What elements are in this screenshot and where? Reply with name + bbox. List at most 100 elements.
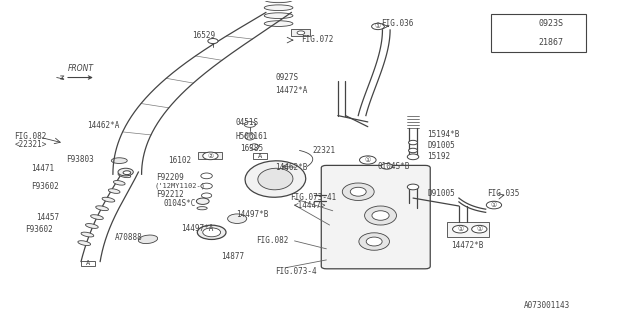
Text: F92209: F92209 [156,173,184,182]
Text: <22321>: <22321> [14,140,47,149]
Text: F93803: F93803 [67,155,94,164]
Ellipse shape [372,211,389,220]
Ellipse shape [102,197,115,202]
Ellipse shape [258,168,293,190]
Circle shape [360,156,376,164]
Circle shape [196,198,209,204]
Ellipse shape [244,122,255,127]
Ellipse shape [81,232,94,237]
Ellipse shape [366,237,382,246]
Ellipse shape [203,228,221,237]
Ellipse shape [359,233,390,250]
Bar [491,14,586,52]
Circle shape [486,201,502,209]
Text: ②: ② [207,153,214,159]
Text: F93602: F93602 [26,225,53,234]
Text: 14877: 14877 [221,252,244,261]
Ellipse shape [350,187,366,196]
Circle shape [495,38,513,47]
Circle shape [408,140,417,145]
Text: 15192: 15192 [427,152,450,161]
Text: 14462*B: 14462*B [275,163,308,172]
Circle shape [118,168,133,176]
Ellipse shape [250,144,259,149]
Ellipse shape [78,241,91,245]
Bar [81,260,95,266]
Ellipse shape [96,206,108,211]
Text: A: A [258,153,262,159]
Text: FIG.082: FIG.082 [14,132,47,141]
Circle shape [208,38,218,44]
Bar [447,221,489,237]
Ellipse shape [245,133,255,140]
Text: FIG.036: FIG.036 [381,19,413,28]
Text: 0451S: 0451S [236,118,259,127]
Text: 14462*A: 14462*A [88,121,120,130]
Ellipse shape [108,189,120,193]
Ellipse shape [342,183,374,200]
Text: FIG.072: FIG.072 [301,35,334,44]
Text: FIG.082: FIG.082 [256,236,289,245]
Circle shape [472,225,487,233]
Bar [198,152,222,159]
Ellipse shape [118,173,131,178]
Text: A70888: A70888 [115,233,143,242]
Text: H506161: H506161 [236,132,268,141]
Text: 16102: 16102 [168,156,191,165]
Text: F93602: F93602 [31,182,58,191]
Text: 14497*A: 14497*A [181,224,214,233]
Text: ①: ① [476,226,483,232]
Text: A: A [86,260,90,267]
Ellipse shape [264,21,293,27]
Circle shape [203,152,218,160]
Text: D91005: D91005 [427,189,455,198]
Ellipse shape [264,0,293,3]
Text: 1: 1 [501,19,506,28]
Text: 2: 2 [501,38,506,47]
Bar [291,29,310,36]
FancyBboxPatch shape [321,165,430,269]
Text: ①: ① [375,23,381,29]
Text: 14471: 14471 [31,164,54,173]
Text: 0923S: 0923S [539,19,564,28]
Circle shape [372,23,385,30]
Ellipse shape [201,183,212,189]
Text: 22321: 22321 [312,146,335,155]
Text: FRONT: FRONT [68,64,94,73]
Ellipse shape [264,13,293,19]
Text: 14457: 14457 [36,212,60,222]
Text: F92212: F92212 [156,190,184,199]
Text: 16385: 16385 [241,144,264,153]
Text: ①: ① [365,157,371,163]
Text: 14472*B: 14472*B [451,241,483,250]
Text: 14472*A: 14472*A [275,86,308,95]
Text: 14497*B: 14497*B [236,210,268,219]
Text: ①: ① [491,202,497,208]
Ellipse shape [113,180,125,185]
Text: <14447>: <14447> [293,201,326,210]
Text: A073001143: A073001143 [524,301,570,310]
Text: 15194*B: 15194*B [427,130,460,139]
Text: D91005: D91005 [427,141,455,150]
Ellipse shape [197,225,226,239]
Text: FIG.073-41: FIG.073-41 [290,193,336,202]
Ellipse shape [91,215,103,220]
Ellipse shape [201,173,212,179]
Circle shape [407,154,419,160]
Circle shape [407,184,419,190]
Text: 21867: 21867 [539,38,564,47]
Text: ①: ① [457,226,463,232]
Ellipse shape [111,158,127,164]
Ellipse shape [297,31,305,35]
Ellipse shape [365,206,396,225]
Ellipse shape [264,5,293,11]
Circle shape [408,148,417,153]
Text: FIG.035: FIG.035 [487,189,519,198]
Bar [253,153,267,159]
Ellipse shape [228,214,246,223]
Ellipse shape [202,193,212,198]
Text: FIG.073-4: FIG.073-4 [275,267,317,276]
Ellipse shape [197,207,207,210]
Text: 16529: 16529 [193,31,216,40]
Circle shape [123,171,131,175]
